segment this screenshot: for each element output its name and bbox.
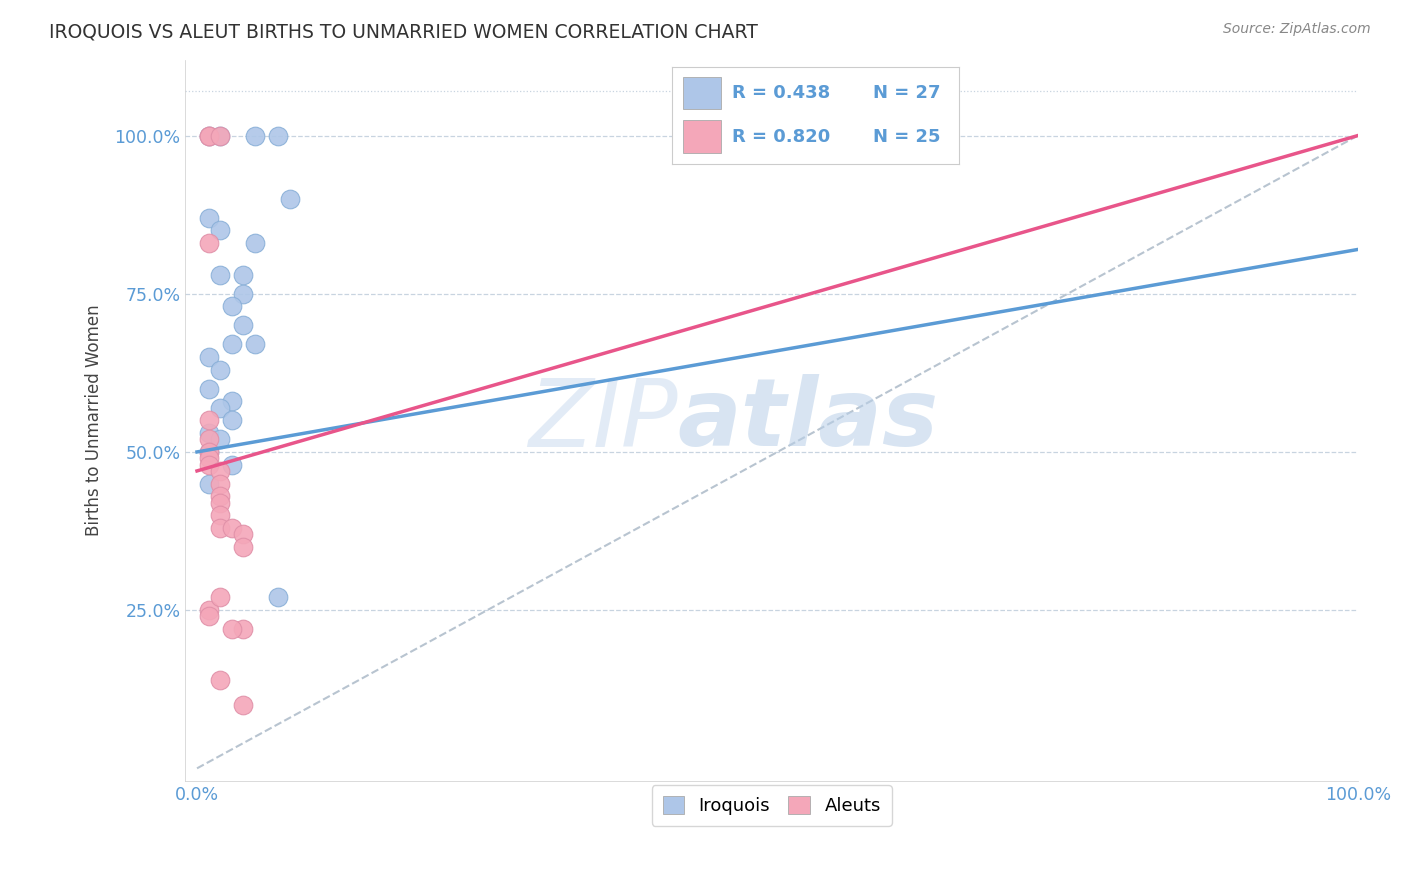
Point — [221, 622, 243, 636]
Point — [221, 413, 243, 427]
Point — [209, 495, 232, 509]
Point — [197, 413, 219, 427]
Point — [243, 128, 266, 143]
Point — [209, 476, 232, 491]
Point — [209, 128, 232, 143]
Point — [197, 445, 219, 459]
Point — [232, 698, 254, 712]
Point — [221, 394, 243, 409]
Point — [267, 128, 290, 143]
Point — [232, 286, 254, 301]
Point — [197, 382, 219, 396]
Point — [209, 223, 232, 237]
Point — [209, 268, 232, 282]
Point — [243, 337, 266, 351]
Y-axis label: Births to Unmarried Women: Births to Unmarried Women — [86, 304, 103, 536]
Point — [197, 432, 219, 446]
Point — [209, 591, 232, 605]
Point — [209, 128, 232, 143]
Point — [209, 432, 232, 446]
Point — [197, 476, 219, 491]
Point — [197, 211, 219, 225]
Point — [221, 337, 243, 351]
Point — [197, 128, 219, 143]
Point — [197, 128, 219, 143]
Point — [197, 445, 219, 459]
Text: Source: ZipAtlas.com: Source: ZipAtlas.com — [1223, 22, 1371, 37]
Point — [209, 521, 232, 535]
Point — [232, 268, 254, 282]
Point — [197, 451, 219, 466]
Point — [221, 521, 243, 535]
Point — [209, 362, 232, 376]
Point — [209, 464, 232, 478]
Point — [221, 458, 243, 472]
Point — [209, 489, 232, 503]
Point — [197, 609, 219, 624]
Point — [197, 128, 219, 143]
Legend: Iroquois, Aleuts: Iroquois, Aleuts — [652, 785, 891, 826]
Point — [209, 508, 232, 523]
Point — [232, 540, 254, 554]
Point — [197, 236, 219, 251]
Point — [232, 622, 254, 636]
Point — [243, 236, 266, 251]
Point — [232, 318, 254, 333]
Text: atlas: atlas — [678, 375, 939, 467]
Point — [197, 350, 219, 364]
Point — [197, 458, 219, 472]
Point — [267, 591, 290, 605]
Point — [209, 673, 232, 687]
Point — [197, 425, 219, 440]
Point — [221, 299, 243, 313]
Point — [232, 527, 254, 541]
Text: IROQUOIS VS ALEUT BIRTHS TO UNMARRIED WOMEN CORRELATION CHART: IROQUOIS VS ALEUT BIRTHS TO UNMARRIED WO… — [49, 22, 758, 41]
Point — [278, 192, 301, 206]
Text: ZIP: ZIP — [529, 375, 678, 466]
Point — [197, 603, 219, 617]
Point — [209, 401, 232, 415]
